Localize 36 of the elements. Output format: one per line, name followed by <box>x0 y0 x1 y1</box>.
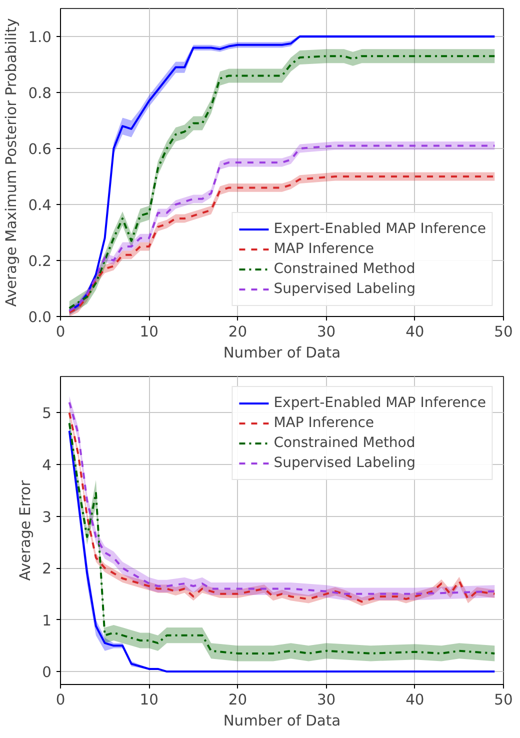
y-tick-label: 3 <box>42 508 52 526</box>
legend-label: Supervised Labeling <box>274 281 416 297</box>
x-tick-label: 20 <box>228 324 248 340</box>
legend-label: MAP Inference <box>274 241 374 257</box>
y-axis-title: Average Error <box>17 479 34 581</box>
x-tick-label: 30 <box>316 324 336 340</box>
x-tick-label: 40 <box>406 324 424 340</box>
y-tick-label: 0.6 <box>28 141 52 158</box>
x-tick-label: 10 <box>140 324 158 340</box>
legend-label: Expert-Enabled MAP Inference <box>274 395 486 411</box>
legend-label: Supervised Labeling <box>274 455 416 471</box>
legend-label: MAP Inference <box>274 415 374 431</box>
y-tick-label: 4 <box>42 457 52 474</box>
x-tick-label: 0 <box>56 692 66 708</box>
y-tick-label: 0.2 <box>28 253 52 270</box>
x-axis-title: Number of Data <box>223 712 341 730</box>
x-tick-label: 50 <box>494 324 513 340</box>
x-tick-label: 0 <box>56 324 66 340</box>
x-tick-label: 30 <box>316 692 336 708</box>
x-axis-title: Number of Data <box>223 344 341 362</box>
legend-label: Constrained Method <box>274 261 416 277</box>
y-tick-label: 0.4 <box>28 197 52 214</box>
y-tick-label: 1 <box>42 612 52 630</box>
x-tick-label: 10 <box>140 692 158 708</box>
y-axis-title: Average Maximum Posterior Probability <box>3 18 20 307</box>
y-tick-label: 2 <box>42 560 52 578</box>
y-tick-label: 0.0 <box>28 309 52 326</box>
y-tick-label: 0 <box>42 664 52 682</box>
legend-label: Constrained Method <box>274 435 416 451</box>
y-tick-label: 1.0 <box>28 29 52 46</box>
y-tick-label: 5 <box>42 405 52 422</box>
legend-label: Expert-Enabled MAP Inference <box>274 221 486 237</box>
y-tick-label: 0.8 <box>28 85 52 102</box>
x-tick-label: 50 <box>494 692 513 708</box>
x-tick-label: 20 <box>228 692 248 708</box>
x-tick-label: 40 <box>406 692 424 708</box>
